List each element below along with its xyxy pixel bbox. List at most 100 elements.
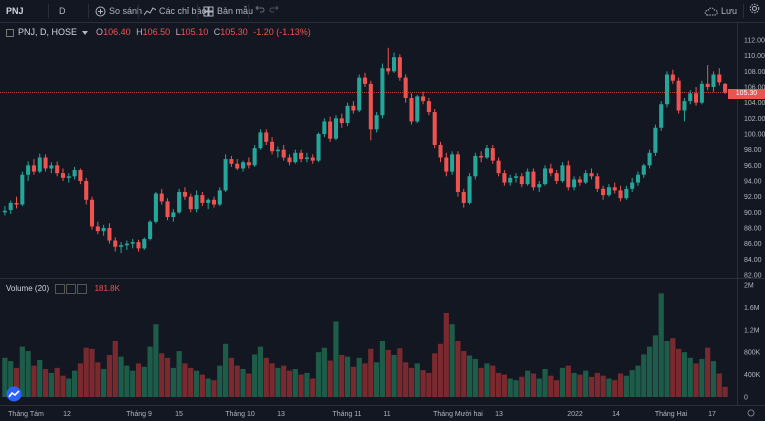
candle-body xyxy=(664,74,670,105)
candle-body xyxy=(455,154,460,192)
volume-bar xyxy=(722,386,728,397)
compare-button[interactable]: So sánh xyxy=(95,3,142,19)
candle-body xyxy=(479,155,484,158)
toolbar-divider xyxy=(248,4,249,18)
time-axis-label: 13 xyxy=(277,411,285,418)
volume-bar xyxy=(606,378,612,397)
volume-title: Volume (20) xyxy=(6,284,50,294)
volume-axis-label: 2M xyxy=(744,283,754,290)
volume-bar xyxy=(333,321,339,397)
volume-bar xyxy=(356,357,362,397)
redo-button[interactable] xyxy=(269,3,279,19)
volume-bar xyxy=(339,355,345,397)
redo-icon xyxy=(269,5,279,13)
volume-bar xyxy=(519,376,525,397)
volume-bar xyxy=(484,363,490,397)
candle-body xyxy=(275,149,280,152)
symbol-legend: PNJ, D, HOSE O106.40 H106.50 L105.10 C10… xyxy=(6,26,314,38)
symbol-search[interactable]: PNJ xyxy=(6,6,24,16)
volume-bar xyxy=(623,375,629,397)
candle-body xyxy=(229,159,234,164)
price-axis-label: 84.00 xyxy=(744,257,762,264)
candle-body xyxy=(432,112,437,145)
candle-body xyxy=(281,149,286,158)
candle-body xyxy=(316,134,321,161)
candle-body xyxy=(537,184,542,188)
candle-body xyxy=(450,154,455,172)
time-axis-label: 14 xyxy=(612,411,620,418)
candle-body xyxy=(60,173,66,178)
candle-body xyxy=(107,228,112,241)
candle-body xyxy=(270,141,275,152)
open-value: 106.40 xyxy=(103,27,131,37)
settings-button[interactable] xyxy=(749,3,760,19)
candle-body xyxy=(14,202,19,205)
volume-axis-label: 0 xyxy=(744,395,748,402)
reset-scale-icon[interactable] xyxy=(747,409,755,417)
price-axis-label: 110.00 xyxy=(744,53,765,60)
eye-icon[interactable] xyxy=(55,284,66,294)
candle-body xyxy=(641,165,646,175)
volume-bar xyxy=(2,357,8,397)
volume-bar xyxy=(397,348,403,397)
volume-bar xyxy=(83,347,89,397)
interval-button[interactable]: D xyxy=(59,6,66,16)
volume-bar xyxy=(362,363,368,397)
candle-body xyxy=(612,187,617,191)
volume-bar xyxy=(716,373,722,397)
templates-button[interactable]: Bản mẫu xyxy=(203,3,253,19)
save-button[interactable]: Lưu xyxy=(704,3,737,19)
volume-bar xyxy=(490,365,496,397)
settings-icon[interactable] xyxy=(66,284,77,294)
time-axis-label: 15 xyxy=(175,411,183,418)
candle-body xyxy=(682,101,687,111)
volume-bar xyxy=(106,355,113,397)
volume-bar xyxy=(676,348,682,397)
chevron-down-icon[interactable] xyxy=(81,30,88,35)
volume-bar xyxy=(646,346,653,397)
candle-body xyxy=(26,165,31,175)
volume-bar xyxy=(565,365,571,397)
candle-body xyxy=(322,121,327,134)
candle-body xyxy=(200,195,205,203)
tradingview-logo[interactable] xyxy=(6,386,22,402)
volume-bar xyxy=(635,365,641,397)
candle-body xyxy=(368,83,373,130)
volume-axis-label: 800K xyxy=(744,350,761,357)
volume-bar xyxy=(223,343,229,397)
volume-bar xyxy=(617,373,624,397)
candle-body xyxy=(444,157,449,172)
volume-bar xyxy=(513,380,519,397)
candle-body xyxy=(409,97,414,122)
candle-body xyxy=(496,160,501,174)
indicators-button[interactable]: Các chỉ báo xyxy=(144,3,207,19)
candle-body xyxy=(31,165,36,172)
open-label: O xyxy=(96,27,104,37)
top-toolbar: PNJ D So sánh Các chỉ báo Bản mẫu Lưu xyxy=(0,0,765,23)
volume-bar xyxy=(571,372,577,397)
candle-body xyxy=(49,165,54,169)
price-axis-label: 106.00 xyxy=(744,85,765,92)
collapse-icon[interactable] xyxy=(6,28,14,37)
close-icon[interactable] xyxy=(77,284,88,294)
candle-body xyxy=(403,77,408,98)
candle-body xyxy=(380,68,385,116)
volume-bar xyxy=(159,353,165,397)
volume-bar xyxy=(385,349,391,397)
volume-bar xyxy=(13,367,20,397)
candle-body xyxy=(705,83,710,87)
volume-bar xyxy=(443,313,449,397)
time-axis-label: 12 xyxy=(63,411,71,418)
volume-bar xyxy=(217,365,223,397)
volume-bar xyxy=(188,367,194,397)
compare-label: So sánh xyxy=(109,6,143,16)
price-chart[interactable]: 112.00 110.00 108.00 106.00 104.00 102.00 100.… xyxy=(0,23,765,421)
undo-button[interactable] xyxy=(255,3,265,19)
candle-body xyxy=(426,101,431,113)
candle-body xyxy=(89,199,95,227)
volume-bar xyxy=(344,356,351,397)
candle-body xyxy=(647,152,652,166)
volume-bar xyxy=(501,374,507,397)
volume-bar xyxy=(437,343,444,397)
volume-bar xyxy=(403,362,409,397)
